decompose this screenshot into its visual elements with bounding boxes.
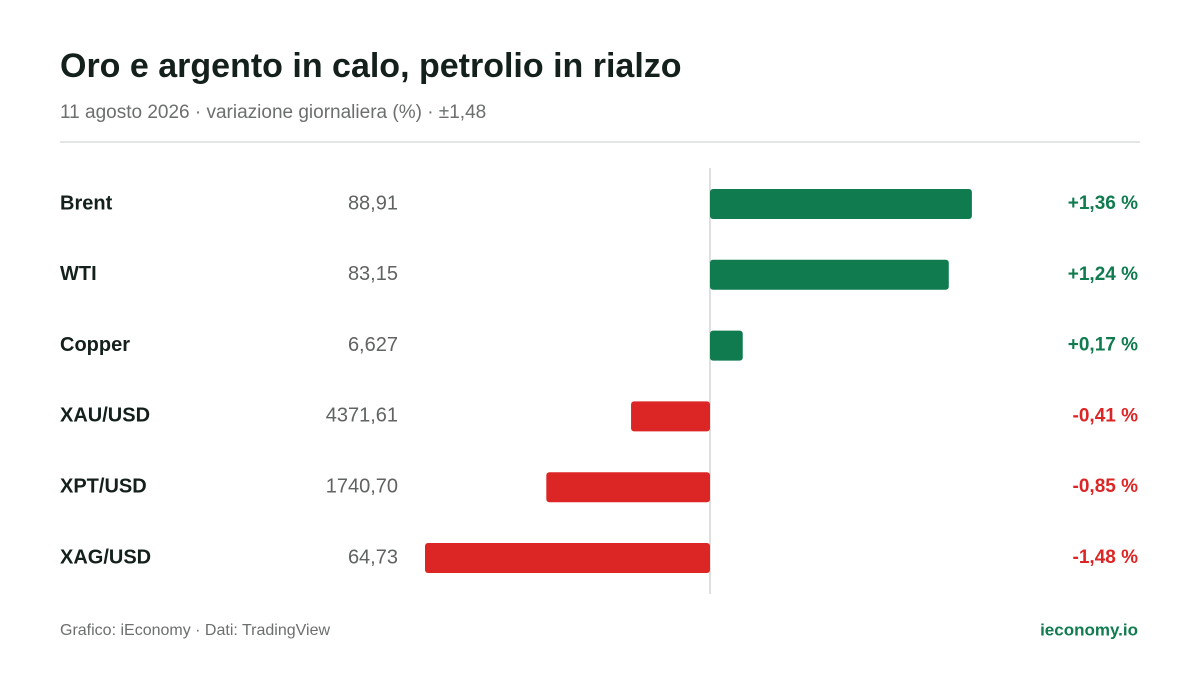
price: 6,627 <box>348 334 398 356</box>
value-label: -0,85 % <box>1073 476 1139 497</box>
chart-subtitle: 11 agosto 2026 · variazione giornaliera … <box>60 102 486 123</box>
bar <box>710 189 972 219</box>
category-label: WTI <box>60 263 97 285</box>
value-label: +1,24 % <box>1068 264 1138 285</box>
price: 4371,61 <box>326 405 398 427</box>
bar <box>710 259 949 290</box>
bar <box>631 401 710 432</box>
value-label: -0,41 % <box>1073 405 1139 426</box>
value-label: +0,17 % <box>1068 335 1138 356</box>
category-label: Copper <box>60 334 130 356</box>
bar <box>425 543 710 573</box>
bar <box>546 472 710 503</box>
source: Grafico: iEconomy · Dati: TradingView <box>60 622 330 639</box>
category-label: XPT/USD <box>60 475 147 497</box>
price: 83,15 <box>348 263 398 285</box>
value-label: -1,48 % <box>1073 547 1139 568</box>
price: 64,73 <box>348 546 398 568</box>
price: 88,91 <box>348 192 398 214</box>
price: 1740,70 <box>326 475 398 497</box>
brand: ieconomy.io <box>1040 620 1138 639</box>
bar <box>710 330 743 361</box>
category-label: Brent <box>60 192 113 214</box>
chart-title: Oro e argento in calo, petrolio in rialz… <box>60 47 682 85</box>
value-label: +1,36 % <box>1068 193 1138 214</box>
category-label: XAU/USD <box>60 405 150 427</box>
category-label: XAG/USD <box>60 546 151 568</box>
